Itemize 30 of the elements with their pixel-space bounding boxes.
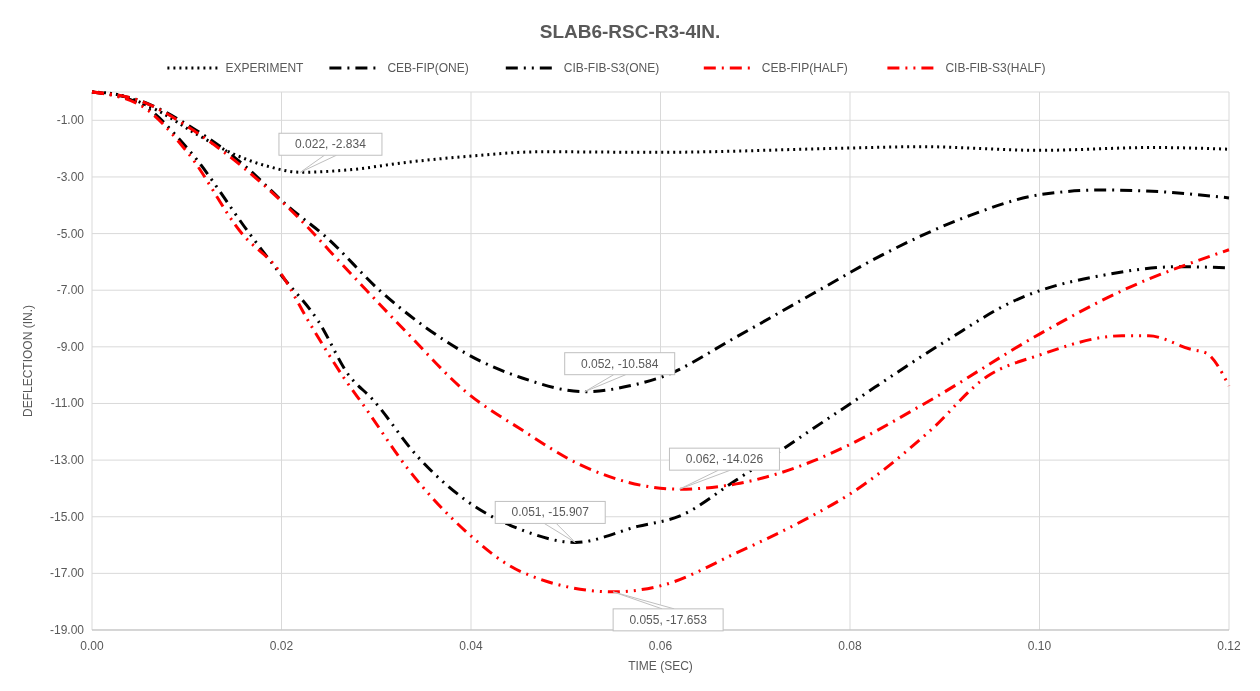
y-tick-label: -15.00 (49, 509, 85, 524)
x-tick-label: 0.12 (1217, 639, 1241, 653)
x-tick-label: 0.08 (838, 639, 862, 653)
legend-label: CEB-FIP(ONE) (387, 61, 469, 75)
y-tick-label: -1.00 (56, 113, 85, 128)
annotation: 0.051, -15.907 (511, 505, 590, 520)
legend-label: CIB-FIB-S3(HALF) (945, 61, 1046, 75)
annotation: 0.052, -10.584 (581, 356, 659, 371)
chart-title: SLAB6-RSC-R3-4IN. (539, 21, 721, 42)
x-tick-label: 0.00 (80, 639, 104, 653)
y-axis-title: DEFLECTIOON (IN.) (21, 304, 35, 418)
y-tick-label: -17.00 (49, 566, 85, 581)
legend-label: CEB-FIP(HALF) (761, 61, 848, 75)
legend-label: EXPERIMENT (225, 61, 305, 75)
legend-label: CIB-FIB-S3(ONE) (563, 61, 660, 75)
x-tick-label: 0.06 (648, 639, 673, 653)
y-tick-label: -11.00 (50, 396, 85, 411)
x-tick-label: 0.04 (459, 639, 483, 653)
y-tick-label: -13.00 (49, 453, 85, 468)
x-tick-label: 0.02 (269, 639, 294, 653)
y-tick-label: -3.00 (56, 169, 85, 184)
y-tick-label: -5.00 (56, 226, 85, 241)
x-axis-title: TIME (SEC) (628, 659, 693, 673)
annotation: 0.022, -2.834 (295, 137, 367, 152)
annotation: 0.055, -17.653 (629, 612, 708, 627)
annotation: 0.062, -14.026 (685, 452, 764, 467)
x-tick-label: 0.10 (1027, 639, 1052, 653)
y-tick-label: -9.00 (56, 339, 85, 354)
y-tick-label: -19.00 (49, 623, 85, 637)
y-tick-label: -7.00 (56, 283, 85, 298)
